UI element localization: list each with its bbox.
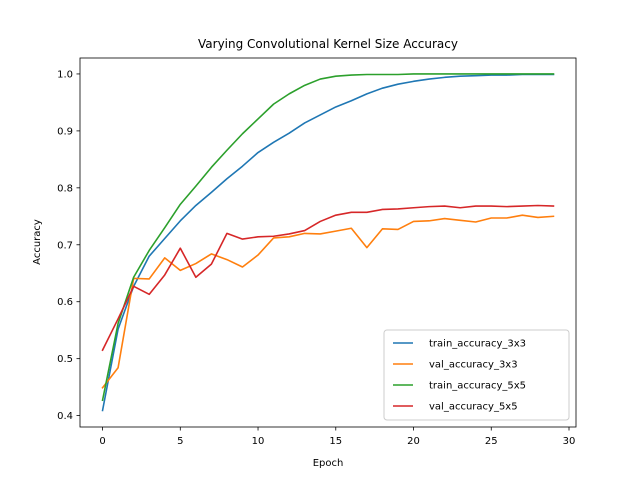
plot-area [79,57,577,428]
y-axis-ticks: 0.4 0.5 0.6 0.7 0.8 0.9 1.0 [57,69,80,422]
y-tick-label: 0.7 [57,240,73,251]
legend-label: train_accuracy_5x5 [429,381,526,392]
y-tick-label: 0.5 [57,354,73,365]
series-line-val-accuracy-3x3 [101,214,555,389]
legend-label: train_accuracy_3x3 [429,339,526,350]
x-axis-label: Epoch [313,458,344,469]
x-tick-label: 15 [329,436,342,447]
y-tick-label: 0.4 [57,411,73,422]
y-tick-label: 0.8 [57,183,73,194]
legend-label: val_accuracy_3x3 [429,360,518,371]
series-line-train-accuracy-5x5 [101,73,555,402]
legend-label: val_accuracy_5x5 [429,402,518,413]
x-axis-ticks: 0 5 10 15 20 25 30 [99,427,575,447]
series-layer [101,73,555,412]
x-tick-label: 30 [563,436,576,447]
chart-title: Varying Convolutional Kernel Size Accura… [198,37,458,51]
axes-frame [79,57,577,428]
y-axis-label: Accuracy [32,219,43,265]
y-tick-label: 1.0 [57,69,73,80]
series-line-train-accuracy-3x3 [101,73,555,412]
y-tick-label: 0.6 [57,297,73,308]
legend-box [383,329,570,421]
x-tick-label: 0 [99,436,105,447]
y-tick-label: 0.9 [57,126,73,137]
x-tick-label: 10 [252,436,265,447]
series-line-val-accuracy-5x5 [101,204,555,352]
x-tick-label: 20 [407,436,420,447]
x-tick-label: 25 [485,436,498,447]
legend: train_accuracy_3x3 val_accuracy_3x3 train_… [383,329,570,421]
x-tick-label: 5 [177,436,183,447]
